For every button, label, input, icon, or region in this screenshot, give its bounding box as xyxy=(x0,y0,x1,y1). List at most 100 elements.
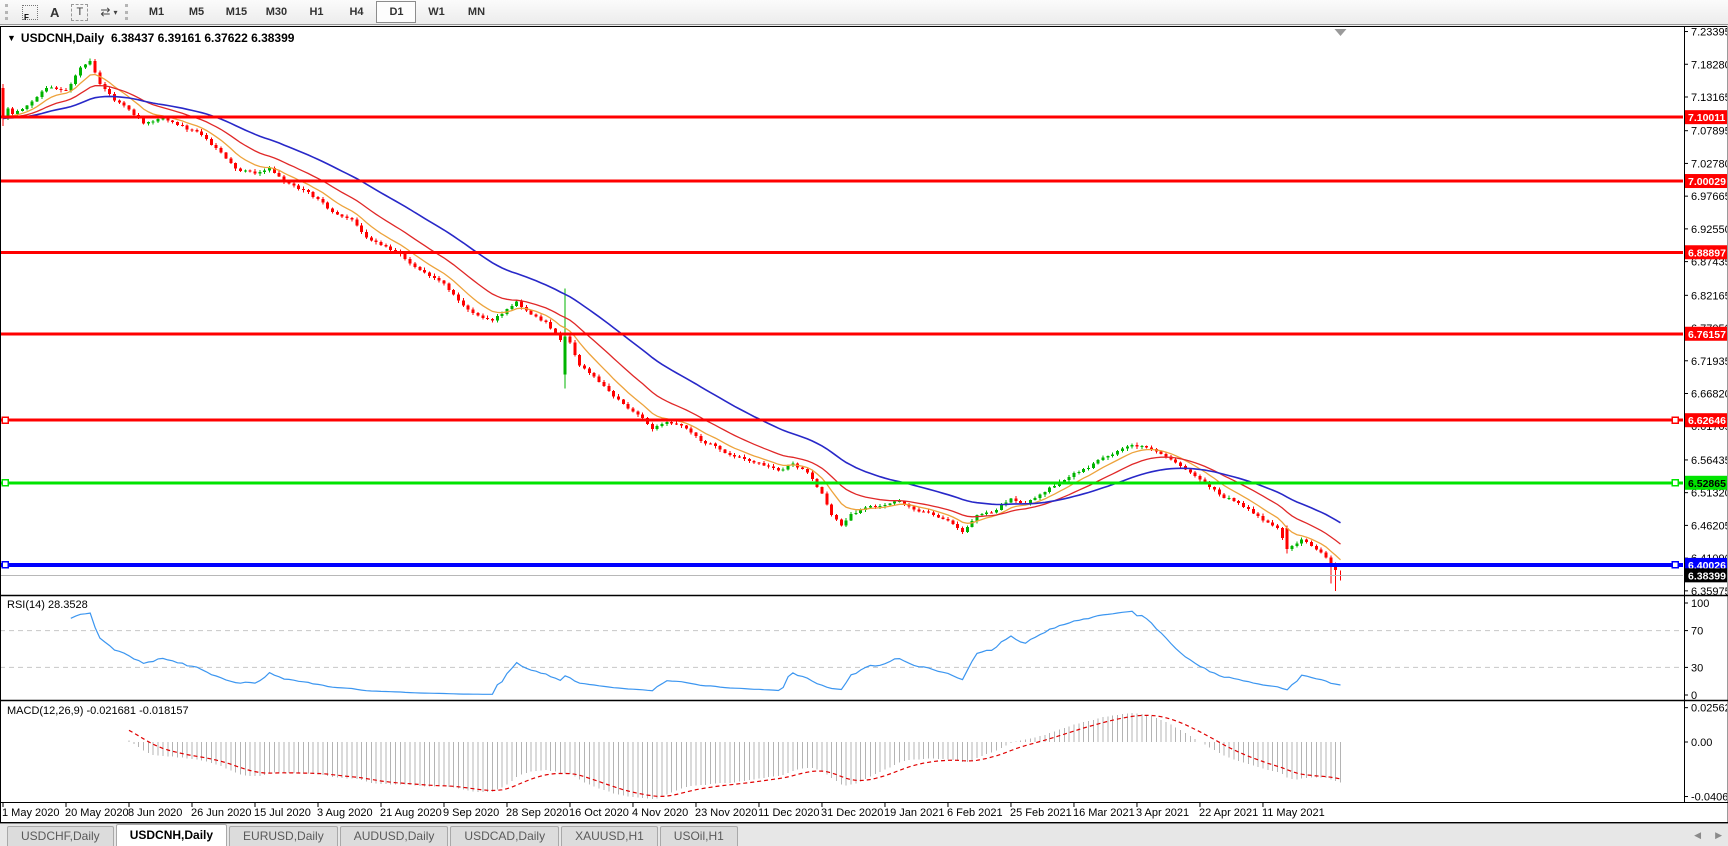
symbol-caret-icon[interactable]: ▼ xyxy=(7,33,16,43)
candle-body xyxy=(311,191,315,198)
candle-body xyxy=(1053,485,1057,488)
candle-body xyxy=(835,515,839,520)
chart-tab-usdcnh-daily[interactable]: USDCNH,Daily xyxy=(115,824,228,846)
chart-title: ▼ USDCNH,Daily 6.38437 6.39161 6.37622 6.… xyxy=(7,31,294,45)
line-price-label: 6.76157 xyxy=(1688,329,1726,341)
line-price-label-box xyxy=(1685,245,1728,260)
candle-body xyxy=(602,381,606,386)
timeframe-button-h4[interactable]: H4 xyxy=(349,6,364,18)
line-price-label-box xyxy=(1685,326,1728,341)
candle-body xyxy=(1067,477,1071,481)
candle-body xyxy=(912,506,916,510)
candle-body xyxy=(224,152,228,159)
chart-shift-marker-icon[interactable] xyxy=(1334,29,1347,36)
candle-body xyxy=(709,443,713,445)
line-handle[interactable] xyxy=(1,416,9,424)
candle-body xyxy=(1150,447,1154,450)
candle-body xyxy=(79,67,83,76)
toolbar-grip[interactable] xyxy=(5,4,11,20)
candle-body xyxy=(1324,552,1328,558)
chart-tab-audusd-daily[interactable]: AUDUSD,Daily xyxy=(339,826,449,846)
candle-body xyxy=(292,183,296,186)
candle-body xyxy=(539,316,543,321)
candle-body xyxy=(956,523,960,529)
chart-background xyxy=(0,26,1728,823)
chart-tab-usdcad-daily[interactable]: USDCAD,Daily xyxy=(450,826,560,846)
timeframe-button-w1[interactable]: W1 xyxy=(428,6,445,18)
candle-body xyxy=(1305,539,1309,543)
candle-body xyxy=(1188,469,1192,473)
line-price-label-box xyxy=(1685,475,1728,490)
timeframe-button-m1[interactable]: M1 xyxy=(148,6,165,18)
dropdown-caret-icon: ▾ xyxy=(113,7,118,17)
date-label: 31 Dec 2020 xyxy=(821,807,883,819)
line-handle[interactable] xyxy=(1671,416,1679,424)
chart-tab-xauusd-h1[interactable]: XAUUSD,H1 xyxy=(561,826,658,846)
date-label: 19 Jan 2021 xyxy=(884,807,945,819)
line-price-label-box xyxy=(1685,110,1728,125)
chart-tab-usoil-h1[interactable]: USOil,H1 xyxy=(659,826,738,846)
candle-body xyxy=(345,216,349,219)
rsi-indicator-label: RSI(14) 28.3528 xyxy=(7,599,88,611)
line-price-label-box xyxy=(1685,174,1728,189)
candle-body xyxy=(859,509,863,513)
candle-body xyxy=(272,167,276,173)
candle-body xyxy=(888,503,892,505)
date-label: 20 May 2020 xyxy=(65,807,129,819)
candle-body xyxy=(626,403,630,409)
tab-scroll-right-icon[interactable]: ▶ xyxy=(1715,830,1722,840)
date-label: 21 Aug 2020 xyxy=(380,807,442,819)
candle-body xyxy=(142,117,146,124)
macd-indicator-label: MACD(12,26,9) -0.021681 -0.018157 xyxy=(7,705,189,717)
candle-body xyxy=(660,423,664,426)
timeframe-button-mn[interactable]: MN xyxy=(467,6,486,18)
candle-body xyxy=(553,328,557,333)
price-tick-label: 6.87435 xyxy=(1691,257,1728,269)
candle-body xyxy=(946,518,950,521)
date-label: 3 Apr 2021 xyxy=(1136,807,1189,819)
toolbar-grip[interactable] xyxy=(125,4,131,20)
timeframe-button-m5[interactable]: M5 xyxy=(188,6,205,18)
chart-tab-eurusd-daily[interactable]: EURUSD,Daily xyxy=(229,826,338,846)
candle-body xyxy=(694,432,698,437)
line-handle[interactable] xyxy=(1671,479,1679,487)
grid-f-icon-button[interactable]: F xyxy=(16,1,44,23)
price-tick-label: 6.51320 xyxy=(1691,488,1728,500)
candle-body xyxy=(699,436,703,441)
font-a-button[interactable]: A xyxy=(44,1,65,23)
price-axis[interactable] xyxy=(1684,26,1728,802)
line-handle[interactable] xyxy=(1671,561,1679,569)
candle-body xyxy=(1082,468,1086,472)
rsi-tick-label: 30 xyxy=(1691,662,1703,674)
candle-body xyxy=(360,225,364,233)
text-box-icon: T xyxy=(71,3,89,21)
candle-body xyxy=(277,172,281,177)
candle-body xyxy=(1300,539,1304,544)
candle-body xyxy=(718,446,722,450)
text-label-button[interactable]: T xyxy=(65,1,94,23)
timeframe-button-d1[interactable]: D1 xyxy=(376,1,417,23)
line-handle[interactable] xyxy=(1,479,9,487)
price-tick-label: 6.97665 xyxy=(1691,191,1728,203)
candle-body xyxy=(490,319,494,321)
line-handle[interactable] xyxy=(1,561,9,569)
timeframe-button-h1[interactable]: H1 xyxy=(309,6,324,18)
candle-body xyxy=(30,101,34,106)
date-label: 16 Oct 2020 xyxy=(569,807,629,819)
timeframe-button-m15[interactable]: M15 xyxy=(225,6,248,18)
timeframe-button-m30[interactable]: M30 xyxy=(265,6,288,18)
candle-body xyxy=(171,120,175,123)
candle-body xyxy=(340,214,344,217)
time-axis[interactable] xyxy=(0,803,1683,822)
cursor-tools-button[interactable]: ⇄ ▾ xyxy=(94,1,123,23)
candle-body xyxy=(849,513,853,521)
candle-body xyxy=(1237,501,1241,503)
candle-body xyxy=(825,493,829,505)
toolbar: F A T ⇄ ▾ M1 M5 M15 M30 H1 H4 D1 W1 MN xyxy=(0,0,1728,25)
chart-canvas[interactable]: 7.23395 7.18280 7.13165 7.07895 7.02780 6.976… xyxy=(0,26,1728,823)
candle-body xyxy=(1077,471,1081,473)
chart-tab-usdchf-daily[interactable]: USDCHF,Daily xyxy=(7,826,114,846)
tab-scroll-left-icon[interactable]: ◀ xyxy=(1694,830,1702,840)
candle-body xyxy=(1213,487,1216,490)
date-label: 11 May 2021 xyxy=(1262,807,1325,819)
